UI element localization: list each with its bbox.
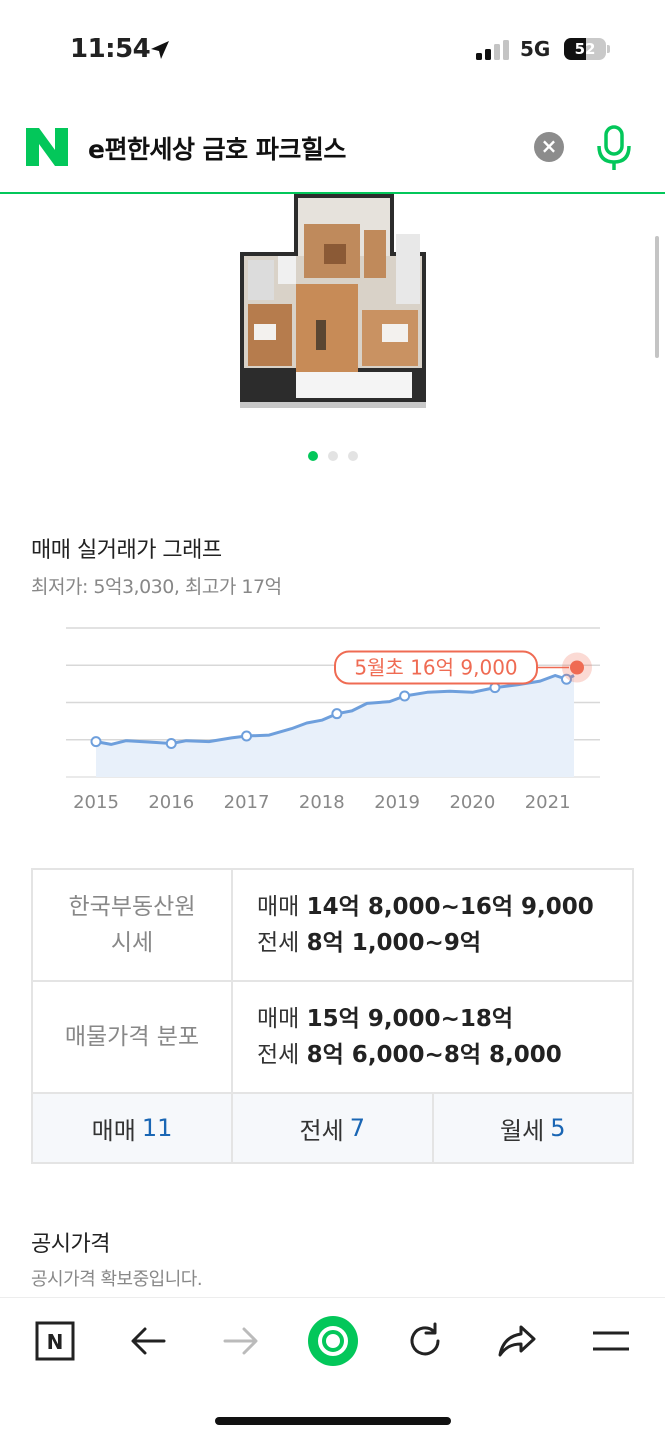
jeonse-prefix: 전세 (257, 930, 307, 956)
count-label: 전세 (299, 1116, 344, 1145)
jeonse-listings-link[interactable]: 전세 7 (233, 1094, 434, 1162)
naver-home-button[interactable]: N (32, 1318, 78, 1364)
row-values: 매매 15억 9,000~18억 전세 8억 6,000~8억 8,000 (233, 982, 632, 1092)
sale-listings-link[interactable]: 매매 11 (33, 1094, 233, 1162)
chart-x-tick: 2017 (224, 792, 270, 813)
chart-data-point (560, 673, 572, 685)
search-query-input[interactable]: e편한세상 금호 파크힐스 (88, 135, 346, 164)
row-label: 한국부동산원 시세 (33, 870, 233, 980)
table-row: 매물가격 분포 매매 15억 9,000~18억 전세 8억 6,000~8억 … (33, 982, 632, 1094)
chart-x-tick-labels: 2015 2016 2017 2018 2019 2020 2021 (73, 792, 570, 813)
row-label: 매물가격 분포 (33, 982, 233, 1092)
sale-prefix: 매매 (257, 1006, 307, 1032)
jeonse-price-range: 8억 6,000~8억 8,000 (306, 1042, 562, 1068)
refresh-icon (410, 1322, 440, 1356)
battery-level (564, 38, 586, 60)
public-price-title: 공시가격 (31, 1232, 110, 1257)
battery-percent: 52 (574, 40, 596, 58)
back-arrow-icon (131, 1327, 166, 1355)
green-dot-button[interactable] (308, 1316, 358, 1366)
chart-data-point (90, 736, 102, 748)
jeonse-prefix: 전세 (257, 1042, 307, 1068)
count-label: 월세 (500, 1116, 545, 1145)
cellular-signal-icon (476, 40, 509, 60)
count-label: 매매 (91, 1116, 136, 1145)
price-area-fill (96, 675, 574, 777)
svg-text:N: N (47, 1330, 64, 1354)
row-label-line: 시세 (110, 930, 154, 956)
chart-x-tick: 2016 (148, 792, 194, 813)
refresh-button[interactable] (402, 1318, 448, 1364)
latest-price-callout: 5월초 16억 9,000 (334, 650, 592, 685)
carousel-dot[interactable] (328, 451, 338, 461)
forward-arrow-icon (223, 1327, 258, 1355)
chart-data-points (90, 673, 572, 749)
row-label-line: 한국부동산원 (68, 894, 196, 920)
microphone-icon[interactable] (594, 124, 634, 172)
chart-data-point (331, 708, 343, 720)
sale-prefix: 매매 (257, 894, 307, 920)
chart-x-tick: 2019 (374, 792, 420, 813)
location-arrow-icon (151, 41, 169, 59)
carousel-dots (308, 451, 368, 461)
floor-plan-image[interactable] (236, 194, 430, 410)
chart-data-point (399, 690, 411, 702)
row-values: 매매 14억 8,000~16억 9,000 전세 8억 1,000~9억 (233, 870, 632, 980)
chart-x-tick: 2018 (299, 792, 345, 813)
home-indicator (215, 1417, 451, 1425)
close-icon: × (540, 134, 558, 158)
row-label-line: 매물가격 분포 (64, 1024, 200, 1050)
forward-button[interactable] (218, 1318, 264, 1364)
menu-icon (593, 1331, 629, 1351)
bottom-toolbar: N (0, 1297, 665, 1440)
price-info-table: 한국부동산원 시세 매매 14억 8,000~16억 9,000 전세 8억 1… (31, 868, 634, 1164)
price-range-summary: 최저가: 5억3,030, 최고가 17억 (31, 576, 282, 598)
green-dot-icon (308, 1316, 358, 1366)
battery-icon: 52 (564, 38, 606, 60)
share-icon (498, 1325, 536, 1357)
jeonse-price-range: 8억 1,000~9억 (306, 930, 481, 956)
listing-counts: 매매 11 전세 7 월세 5 (33, 1094, 632, 1162)
share-button[interactable] (494, 1318, 540, 1364)
chart-data-point (165, 737, 177, 749)
carousel-dot[interactable] (308, 451, 318, 461)
naver-home-icon: N (35, 1321, 75, 1361)
graph-section-title: 매매 실거래가 그래프 (31, 538, 222, 563)
back-button[interactable] (125, 1318, 171, 1364)
status-bar: 11:54 5G 52 (0, 0, 665, 100)
price-history-chart[interactable]: 2015 2016 2017 2018 2019 2020 2021 5월초 16억 9,0… (0, 620, 665, 820)
chart-x-tick: 2015 (73, 792, 119, 813)
naver-logo-icon[interactable] (26, 128, 68, 166)
search-header: e편한세상 금호 파크힐스 × (0, 100, 665, 194)
latest-point-marker (570, 660, 584, 675)
battery-cap (607, 45, 610, 53)
scrollbar-thumb[interactable] (655, 236, 659, 358)
chart-data-point (241, 730, 253, 742)
status-time: 11:54 (70, 34, 151, 64)
chart-x-tick: 2021 (525, 792, 571, 813)
chart-x-tick: 2020 (449, 792, 495, 813)
monthly-rent-listings-link[interactable]: 월세 5 (434, 1094, 633, 1162)
latest-price-label: 5월초 16억 9,000 (354, 655, 517, 679)
table-row: 한국부동산원 시세 매매 14억 8,000~16억 9,000 전세 8억 1… (33, 870, 632, 982)
public-price-status: 공시가격 확보중입니다. (31, 1269, 203, 1290)
carousel-dot[interactable] (348, 451, 358, 461)
menu-button[interactable] (588, 1318, 634, 1364)
network-type: 5G (520, 37, 551, 61)
clear-search-button[interactable]: × (534, 132, 564, 162)
sale-price-range: 14억 8,000~16억 9,000 (306, 894, 594, 920)
sale-price-range: 15억 9,000~18억 (306, 1006, 514, 1032)
count-value: 11 (141, 1114, 173, 1142)
count-value: 7 (349, 1114, 365, 1142)
count-value: 5 (550, 1114, 566, 1142)
